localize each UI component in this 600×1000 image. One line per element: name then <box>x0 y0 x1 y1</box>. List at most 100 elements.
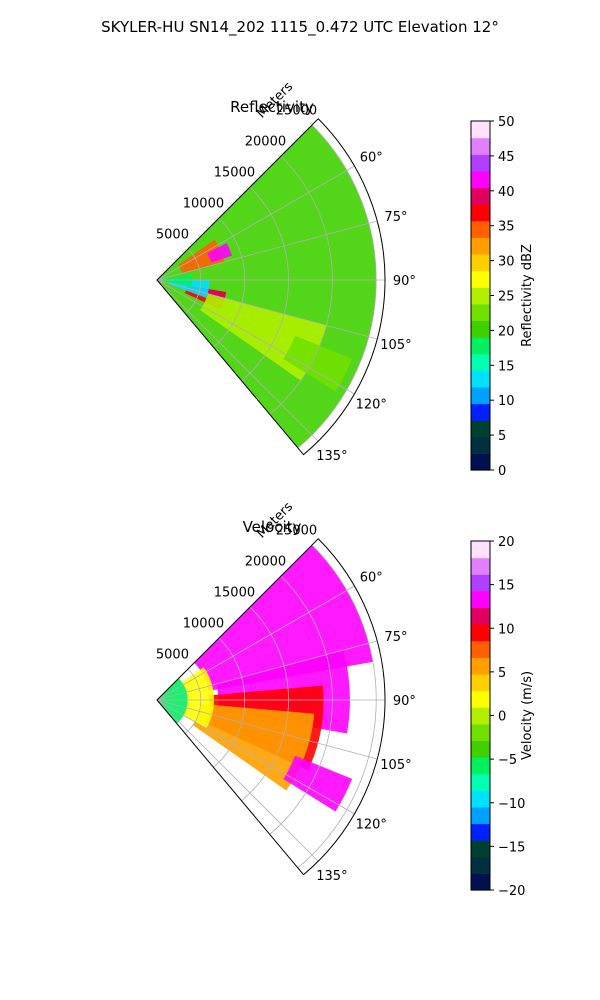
azimuth-tick-label: 60° <box>360 150 383 165</box>
range-ring <box>269 575 333 835</box>
colorbar-tick-label: −20 <box>498 884 525 899</box>
azimuth-tick-label: 90° <box>393 274 416 289</box>
range-ring <box>269 155 333 415</box>
colorbar-segment <box>471 823 490 841</box>
colorbar-segment <box>471 204 490 222</box>
colorbar-segment <box>471 541 490 559</box>
colorbar-segment <box>471 237 490 255</box>
range-ring <box>184 248 202 314</box>
colorbar-segment <box>471 121 490 139</box>
colorbar-segment <box>471 840 490 858</box>
azimuth-tick-label: 120° <box>356 818 387 833</box>
figure-suptitle: SKYLER-HU SN14_202 1115_0.472 UTC Elevat… <box>101 18 499 37</box>
azimuth-tick-label: 135° <box>316 449 347 464</box>
data-region <box>207 242 233 263</box>
colorbar-segment <box>471 757 490 775</box>
colorbar-segment <box>471 673 490 692</box>
colorbar-segment <box>471 640 490 658</box>
colorbar-segment <box>471 270 490 288</box>
azimuth-gridline <box>156 165 355 281</box>
reflectivity-panel: Reflectivity500010000150002000025000Mete… <box>156 79 535 479</box>
colorbar-segment <box>471 370 490 388</box>
data-region <box>192 703 315 791</box>
colorbar-segment <box>471 607 490 625</box>
colorbar-label: Reflectivity dBZ <box>520 244 535 347</box>
colorbar-segment <box>471 220 490 238</box>
colorbar-tick-label: 5 <box>498 666 506 681</box>
sector-outline <box>156 538 386 876</box>
colorbar-segment <box>471 873 490 891</box>
colorbar-segment <box>471 790 490 808</box>
panel-title: Velocity <box>243 518 302 536</box>
colorbar-tick-label: 10 <box>498 394 515 409</box>
sector-outline <box>156 118 386 456</box>
colorbar-tick-label: 20 <box>498 535 515 550</box>
colorbar-segment <box>471 690 490 708</box>
data-region <box>283 335 353 392</box>
colorbar-segment <box>471 287 490 305</box>
azimuth-tick-label: 105° <box>380 338 411 353</box>
azimuth-gridline <box>156 279 355 395</box>
azimuth-gridline <box>156 220 378 281</box>
range-ring <box>213 637 246 768</box>
colorbar-segment <box>471 154 490 172</box>
azimuth-gridline <box>156 585 355 701</box>
azimuth-tick-label: 105° <box>380 758 411 773</box>
range-tick-label: 5000 <box>156 647 189 662</box>
range-tick-label: 10000 <box>183 196 224 211</box>
range-tick-label: 25000 <box>276 103 317 118</box>
azimuth-gridline <box>156 699 378 760</box>
range-tick-label: 15000 <box>214 585 255 600</box>
colorbar-tick-label: 0 <box>498 464 506 479</box>
azimuth-gridline <box>156 699 355 815</box>
azimuth-tick-label: 120° <box>356 398 387 413</box>
colorbar-tick-label: 5 <box>498 429 506 444</box>
colorbar-segment <box>471 806 490 825</box>
colorbar-segment <box>471 707 490 725</box>
azimuth-tick-label: 135° <box>316 869 347 884</box>
colorbar-segment <box>471 856 490 874</box>
colorbar-tick-label: 15 <box>498 359 515 374</box>
colorbar-tick-label: −15 <box>498 840 525 855</box>
colorbar-segment <box>471 773 490 791</box>
colorbar-segment <box>471 657 490 675</box>
colorbar-segment <box>471 187 490 205</box>
colorbar-segment <box>471 420 490 438</box>
colorbar: 0 5 10 15 20 25 30 35 40 45 50 Reflectivity dBZ <box>470 115 535 479</box>
data-region <box>283 755 353 812</box>
colorbar: −20 −15 −10 −5 0 5 10 15 20 Velocity (m/s) <box>470 535 535 899</box>
colorbar-segment <box>471 574 490 592</box>
colorbar-segment <box>471 337 490 355</box>
colorbar-tick-label: 45 <box>498 150 515 165</box>
colorbar-tick-label: 25 <box>498 290 515 305</box>
range-tick-label: 25000 <box>276 523 317 538</box>
colorbar-segment <box>471 453 490 471</box>
colorbar-tick-label: 40 <box>498 185 515 200</box>
range-ring <box>213 217 246 348</box>
colorbar-segment <box>471 557 490 575</box>
azimuth-gridline <box>156 699 319 862</box>
colorbar-segment <box>471 320 490 338</box>
colorbar-segment <box>471 403 490 421</box>
azimuth-tick-label: 90° <box>393 694 416 709</box>
colorbar-tick-label: 20 <box>498 324 515 339</box>
range-ring <box>297 544 377 869</box>
panel-title: Reflectivity <box>230 98 314 116</box>
colorbar-segment <box>471 740 490 758</box>
range-ring <box>297 124 377 449</box>
colorbar-segment <box>471 723 490 742</box>
colorbar-tick-label: −5 <box>498 753 517 768</box>
colorbar-label: Velocity (m/s) <box>520 671 535 760</box>
colorbar-tick-label: −10 <box>498 797 525 812</box>
range-tick-label: 20000 <box>245 554 286 569</box>
colorbar-segment <box>471 386 490 405</box>
range-ring <box>184 668 202 734</box>
range-tick-label: 5000 <box>156 227 189 242</box>
range-ring <box>241 186 289 382</box>
colorbar-tick-label: 0 <box>498 710 506 725</box>
colorbar-tick-label: 30 <box>498 255 515 270</box>
colorbar-tick-label: 35 <box>498 220 515 235</box>
colorbar-segment <box>471 137 490 155</box>
range-ring <box>241 606 289 802</box>
